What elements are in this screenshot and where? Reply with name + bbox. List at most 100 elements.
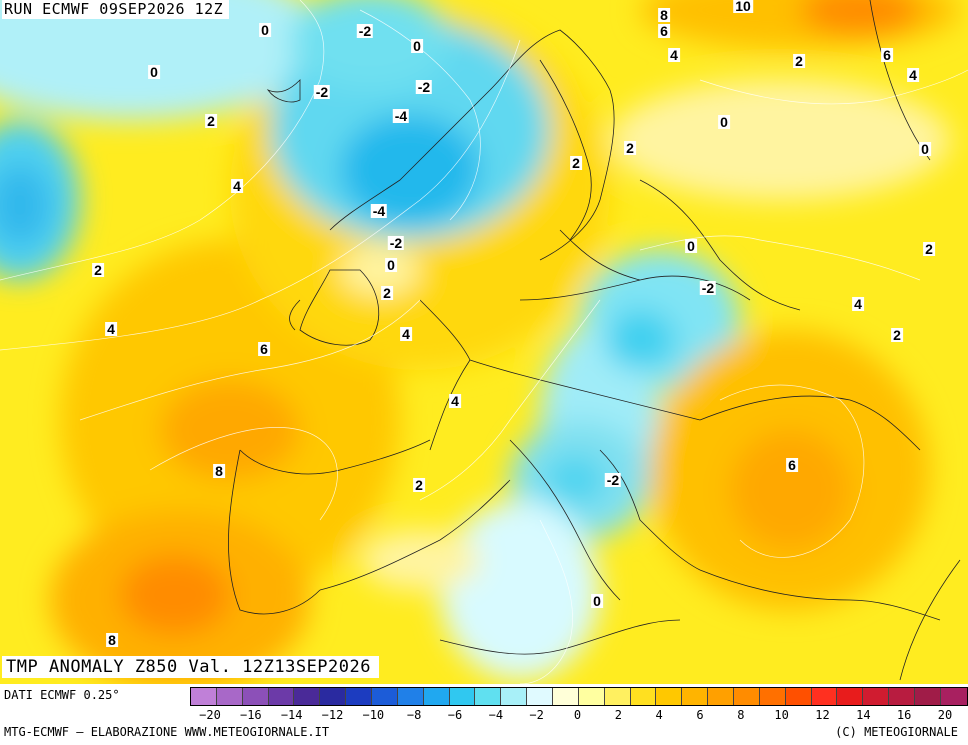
color-scale-tick-label: 16 [896,708,912,722]
contour-label: 0 [919,141,931,157]
contour-label: 0 [259,22,271,38]
color-scale-swatch [682,688,709,705]
color-scale-swatch [578,688,605,705]
contour-label: 0 [685,238,697,254]
color-scale-tick-label: 8 [737,708,745,722]
color-scale-tick-label: −16 [239,708,262,722]
contour-label: 6 [658,23,670,39]
contour-label: -2 [604,472,622,488]
color-scale-tick-label: 0 [573,708,582,722]
contour-label: 2 [381,285,393,301]
contour-label: 2 [205,113,217,129]
contour-label: -4 [370,203,388,219]
contour-label: 2 [413,477,425,493]
credit-left: MTG-ECMWF – ELABORAZIONE WWW.METEOGIORNA… [4,725,330,739]
contour-label: 8 [213,463,225,479]
color-scale-tick-label: 10 [774,708,789,722]
run-title: RUN ECMWF 09SEP2026 12Z [2,0,230,19]
contour-label: 4 [907,67,919,83]
color-scale-swatch [811,688,838,705]
contour-label: 4 [852,296,864,312]
contour-label: 2 [891,327,903,343]
color-scale-swatch [449,688,476,705]
coastlines [228,0,961,681]
color-scale-swatch [397,688,424,705]
color-scale-swatch [346,688,373,705]
color-scale-swatch [837,688,864,705]
contour-label: -4 [392,108,410,124]
contour-label: 4 [449,393,461,409]
color-scale-tick-label: 4 [655,708,663,722]
color-scale-swatch [553,688,579,705]
contour-label: 8 [658,7,670,23]
data-source-label: DATI ECMWF 0.25° [4,688,120,702]
color-scale-tick-label: −4 [488,708,504,722]
color-scale-swatch [501,688,528,705]
contour-label: 0 [718,114,730,130]
color-scale-swatch [294,688,321,705]
contour-label: 8 [106,632,118,648]
anomaly-map: 0 -2 0 -2 -2 -4 0 2 4 2 4 -4 -2 0 2 4 6 … [0,0,968,684]
color-scale-swatch [320,688,347,705]
color-scale-swatch [527,688,554,705]
contour-label: 2 [923,241,935,257]
contour-label: 10 [733,0,753,14]
contour-label: 2 [570,155,582,171]
color-scale-tick-label: −2 [529,708,544,722]
color-scale-swatch [604,688,631,705]
color-scale-swatch [734,688,760,705]
contour-label: 4 [668,47,680,63]
contour-label: -2 [313,84,331,100]
credit-right: (C) METEOGIORNALE [835,725,958,739]
color-scale-swatch [785,688,812,705]
contour-label: 4 [105,321,117,337]
anomaly-field [0,0,968,684]
color-scale-swatch [759,688,786,705]
color-scale-swatch [915,688,941,705]
color-scale-swatch [191,688,217,705]
contour-label: 2 [92,262,104,278]
color-scale-tick-label: −12 [321,708,344,722]
color-scale-swatch [889,688,916,705]
color-scale-tick-label: 2 [614,708,622,722]
color-scale-tick-label: −6 [447,708,463,722]
contour-label: -2 [387,235,405,251]
contour-label: -2 [415,79,433,95]
color-scale-tick-label: −10 [362,708,385,722]
color-scale-swatch [630,688,657,705]
contour-label: 0 [148,64,160,80]
color-scale-swatch [242,688,269,705]
color-scale-tick-label: 12 [815,708,830,722]
color-scale-swatch [708,688,735,705]
color-scale-swatch [656,688,683,705]
contour-label: 6 [881,47,893,63]
contour-label: 4 [231,178,243,194]
color-scale-bar [190,687,968,706]
contour-label: 0 [385,257,397,273]
contour-label: 6 [258,341,270,357]
color-scale-tick-label: −14 [280,708,303,722]
color-scale-tick-label: −8 [406,708,422,722]
color-scale-swatch [940,688,967,705]
contour-label: -2 [356,23,374,39]
contour-label: 6 [786,457,798,473]
color-scale-tick-label: 6 [696,708,704,722]
color-scale-swatch [423,688,450,705]
field-title: TMP ANOMALY Z850 Val. 12Z13SEP2026 [2,656,379,678]
contour-label: 0 [591,593,603,609]
contour-label: 4 [400,326,412,342]
color-scale-tick-label: −20 [199,708,221,722]
contour-lines [0,0,968,684]
anomaly-blobs [0,0,960,684]
legend-footer: DATI ECMWF 0.25° MTG-ECMWF – ELABORAZION… [0,684,968,745]
color-scale-tick-label: 14 [856,708,871,722]
color-scale-swatch [216,688,243,705]
contour-label: 2 [624,140,636,156]
color-scale-swatch [863,688,890,705]
contour-label: 2 [793,53,805,69]
contour-label: -2 [699,280,717,296]
color-scale-tick-label: 20 [937,708,953,722]
color-scale-swatch [268,688,295,705]
color-scale-swatch [372,688,398,705]
